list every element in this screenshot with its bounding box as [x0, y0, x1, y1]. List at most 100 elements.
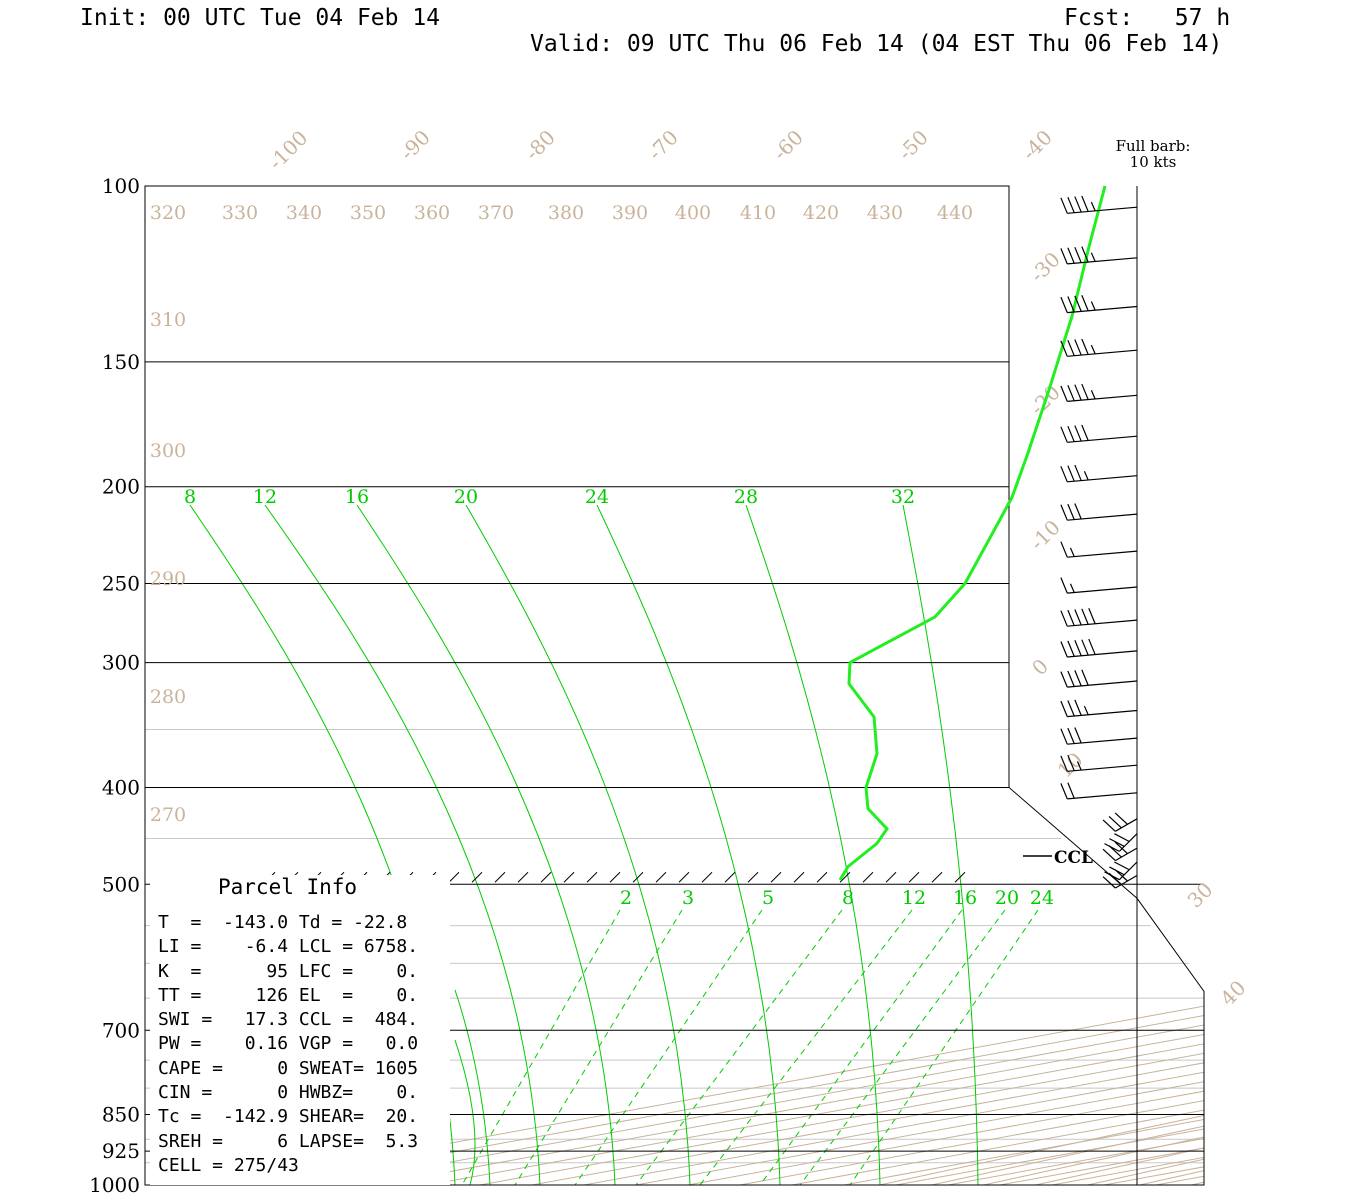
grid-layer [145, 186, 1350, 1185]
theta-label: 300 [150, 440, 186, 462]
isotherm [1260, 186, 1350, 1185]
wind-barb [1060, 541, 1138, 558]
moist-adiabat [454, 1039, 476, 1185]
hatch-mark [563, 871, 575, 883]
dry-adiabat [1139, 186, 1204, 1185]
pressure-label: 300 [102, 651, 140, 675]
barb-legend-line1: Full barb: [1116, 137, 1191, 155]
theta-label: 380 [548, 202, 584, 224]
pressure-label: 100 [102, 174, 140, 198]
lines-layer [189, 504, 1039, 1185]
isotherm-label: -60 [768, 125, 808, 165]
moist-adiabat [465, 504, 691, 1185]
theta-label: 430 [867, 202, 903, 224]
thetae-label: 20 [454, 486, 478, 508]
isotherm [427, 186, 1204, 1185]
wind-barb [1060, 464, 1138, 483]
isotherm [687, 186, 1204, 1185]
theta-label: 420 [803, 202, 839, 224]
hatch-mark [632, 871, 644, 883]
wind-barb [1102, 812, 1138, 832]
hatch-mark [609, 871, 621, 883]
parcel-row: Tc = -142.9 SHEAR= 20. [158, 1106, 419, 1128]
pressure-label: 400 [102, 775, 140, 799]
hatch-mark [517, 871, 529, 883]
init-time: Init: 00 UTC Tue 04 Feb 14 [80, 5, 441, 31]
dry-adiabat [1087, 186, 1204, 1185]
isotherm [323, 186, 1204, 1185]
profile-layer [838, 185, 1107, 881]
wind-barb [1060, 577, 1138, 594]
theta-label: 340 [286, 202, 322, 224]
wind-barb [1060, 699, 1138, 718]
hatch-mark [678, 871, 690, 883]
mixing-ratio-line [699, 909, 913, 1185]
hatch-mark [885, 871, 897, 883]
pressure-label: 200 [102, 475, 140, 499]
wind-barb [1102, 869, 1138, 889]
hatch-mark [724, 871, 736, 883]
mixing-ratio-line [574, 909, 763, 1185]
parcel-row: SWI = 17.3 CCL = 484. [158, 1009, 419, 1031]
hatch-mark [448, 871, 460, 883]
wind-barb [1060, 246, 1138, 265]
hatch-mark [494, 871, 506, 883]
dry-adiabat [879, 186, 1204, 1185]
isotherm [583, 186, 1204, 1185]
wind-barb [1102, 841, 1138, 862]
mixing-ratio-label: 3 [682, 887, 694, 909]
moist-adiabat [356, 504, 616, 1185]
isotherm-label: 30 [1183, 878, 1218, 913]
mixing-ratio-label: 2 [620, 887, 632, 909]
wind-barb [1060, 638, 1138, 658]
thetae-label: 12 [253, 486, 277, 508]
isotherm [999, 186, 1204, 1185]
parcel-row: CAPE = 0 SWEAT= 1605 [158, 1057, 419, 1079]
wind-barb [1060, 754, 1138, 772]
isotherm-label: -30 [1025, 247, 1065, 287]
dry-adiabat [983, 186, 1204, 1185]
isotherm [1312, 186, 1350, 1185]
theta-label: 360 [414, 202, 450, 224]
ccl-label: CCL [1054, 848, 1093, 868]
dry-adiabat [1296, 186, 1350, 1185]
hatch-mark [793, 871, 805, 883]
isotherm-label: -80 [520, 125, 560, 165]
wind-barb [1060, 338, 1138, 357]
mixing-ratio-line [461, 909, 621, 1185]
hatch-mark [816, 871, 828, 883]
moist-adiabat [902, 504, 979, 1185]
theta-label: 400 [675, 202, 711, 224]
isotherm-label: -50 [893, 125, 933, 165]
pressure-label: 150 [102, 350, 140, 374]
thetae-label: 32 [891, 486, 915, 508]
wind-barb [1060, 669, 1138, 688]
temperature-profile [838, 185, 1107, 881]
moist-adiabat [454, 989, 491, 1185]
isotherm-label: 40 [1216, 976, 1251, 1011]
mixing-ratio-line [635, 909, 843, 1185]
theta-label: 350 [350, 202, 386, 224]
isotherm [1155, 186, 1204, 1185]
hatch-mark [954, 871, 966, 883]
mixing-ratio-label: 24 [1030, 887, 1054, 909]
mixing-ratio-line [759, 909, 963, 1185]
hatch-mark [839, 871, 851, 883]
theta-label: 390 [612, 202, 648, 224]
parcel-row: LI = -6.4 LCL = 6758. [158, 936, 419, 958]
isotherm [271, 186, 1204, 1185]
parcel-row: SREH = 6 LAPSE= 5.3 [158, 1130, 419, 1152]
theta-label: 310 [150, 309, 186, 331]
isotherm [1103, 186, 1204, 1185]
isotherm [219, 186, 1204, 1185]
theta-label: 280 [150, 686, 186, 708]
hatch-mark [747, 871, 759, 883]
parcel-row: TT = 126 EL = 0. [158, 984, 419, 1006]
hatch-mark [770, 871, 782, 883]
theta-label: 410 [740, 202, 776, 224]
isotherm [895, 186, 1204, 1185]
mixing-ratio-label: 16 [953, 887, 977, 909]
moist-adiabat [745, 504, 881, 1185]
theta-label: 270 [150, 804, 186, 826]
